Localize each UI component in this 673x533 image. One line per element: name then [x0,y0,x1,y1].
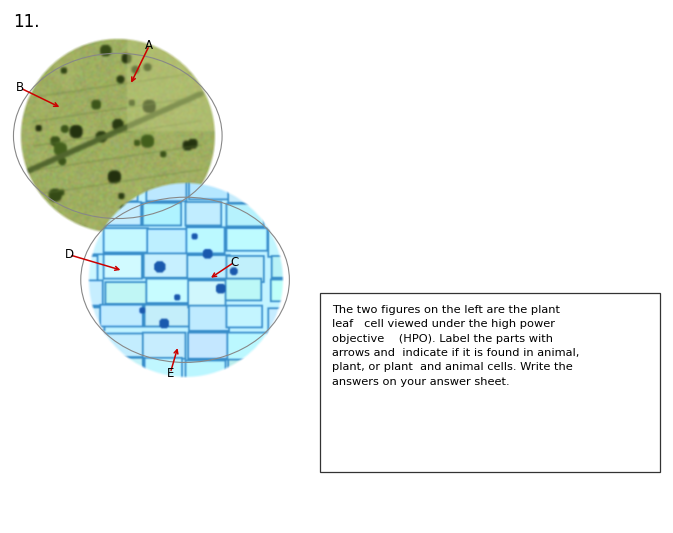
Text: 11.: 11. [13,13,40,31]
Text: E: E [167,367,174,379]
Text: C: C [230,256,238,269]
Text: The two figures on the left are the plant
leaf   cell viewed under the high powe: The two figures on the left are the plan… [332,305,579,387]
Bar [320,293,660,472]
Text: B: B [16,82,24,94]
Text: A: A [145,39,153,52]
Text: D: D [65,248,74,261]
